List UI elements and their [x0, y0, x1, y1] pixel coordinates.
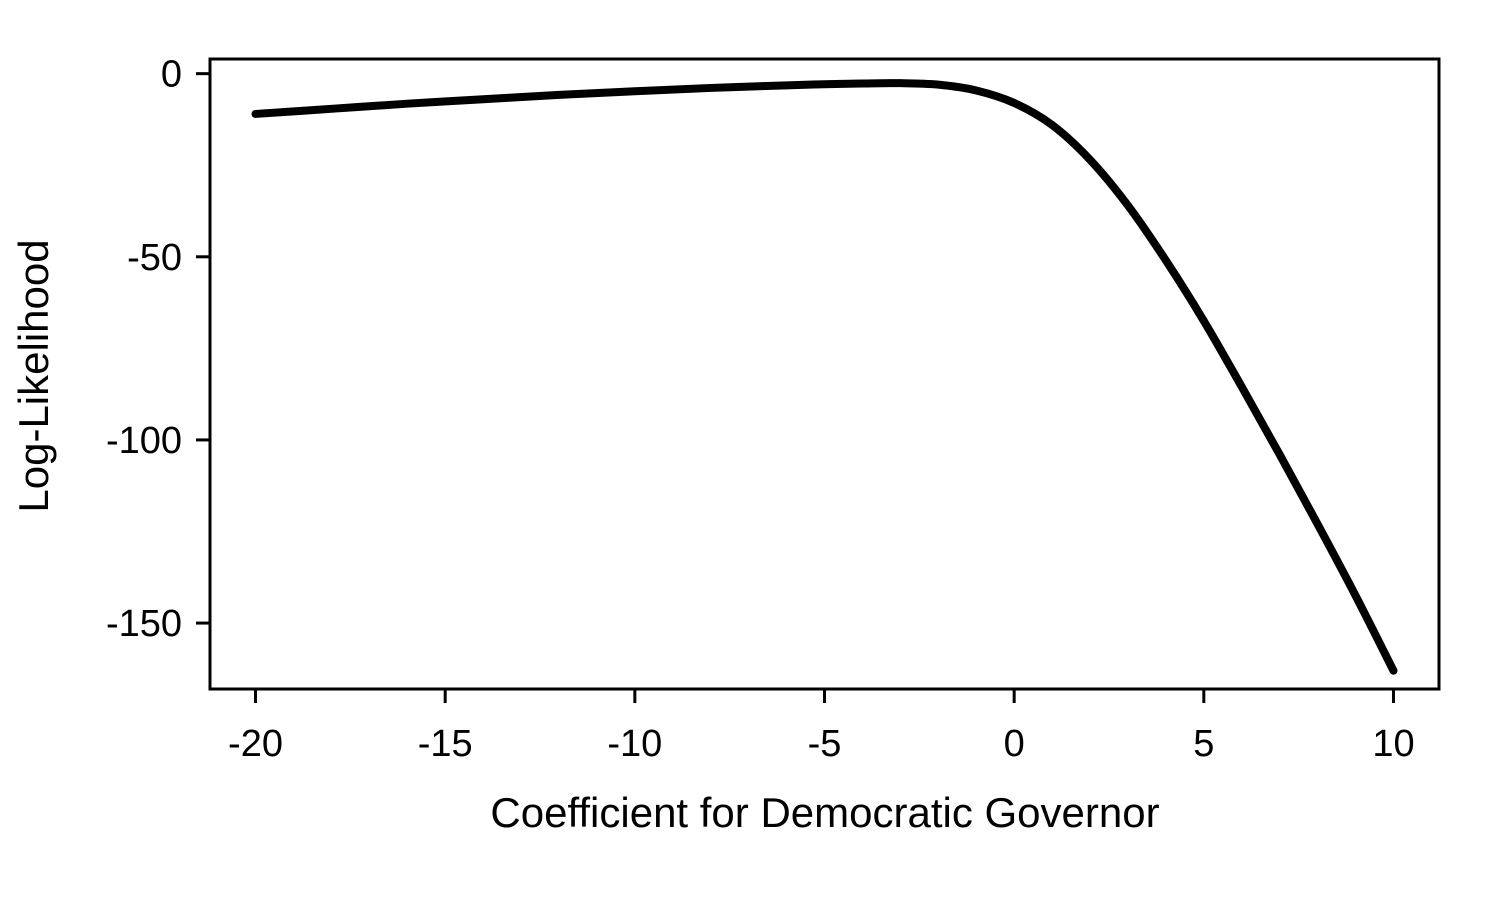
y-tick-label: -150 — [106, 603, 182, 645]
x-tick-label: -15 — [418, 723, 473, 765]
series-layer — [251, 79, 1398, 675]
x-tick-label: -20 — [228, 723, 283, 765]
x-tick-label: 5 — [1193, 723, 1214, 765]
plot-frame — [208, 57, 1441, 691]
log-likelihood-line — [251, 79, 1398, 675]
x-tick-label: 10 — [1372, 723, 1414, 765]
y-axis-label: Log-Likelihood — [10, 239, 57, 512]
x-tick-label: -5 — [808, 723, 842, 765]
x-axis: -20 -15 -10 -5 0 5 10 — [228, 689, 1415, 765]
x-axis-label: Coefficient for Democratic Governor — [490, 789, 1159, 836]
x-tick-label: -10 — [607, 723, 662, 765]
y-tick-label: 0 — [161, 54, 182, 96]
x-tick-label: 0 — [1004, 723, 1025, 765]
y-tick-label: -50 — [127, 237, 182, 279]
y-tick-label: -100 — [106, 420, 182, 462]
y-axis: 0 -50 -100 -150 — [106, 54, 210, 645]
